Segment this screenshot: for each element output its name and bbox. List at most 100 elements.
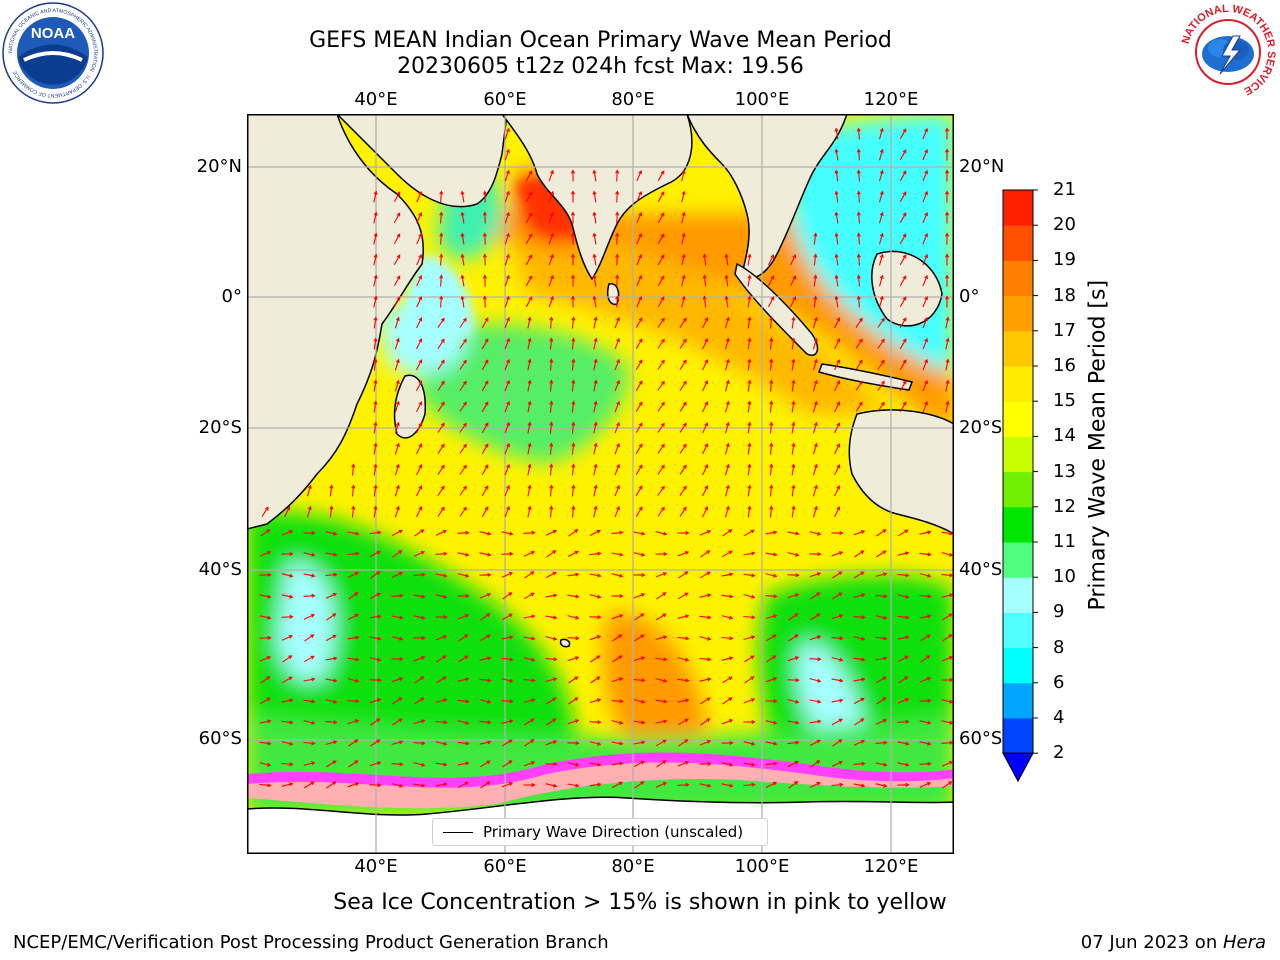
wave-arrow xyxy=(635,486,643,496)
wave-arrow-head xyxy=(856,127,861,132)
wave-arrow xyxy=(504,275,510,287)
wave-arrow xyxy=(897,552,909,556)
wave-arrow-head xyxy=(661,485,665,490)
wave-arrow xyxy=(611,573,623,577)
wave-arrow xyxy=(373,275,377,287)
wave-arrow xyxy=(703,275,707,287)
wave-arrow xyxy=(391,740,403,746)
wave-arrow-head xyxy=(724,253,729,258)
wave-arrow xyxy=(791,422,795,434)
wave-arrow xyxy=(593,275,597,287)
wave-arrow xyxy=(457,699,469,703)
wave-arrow-head xyxy=(927,761,932,766)
wave-arrow xyxy=(831,614,843,620)
wave-arrow-head xyxy=(682,506,687,511)
wave-arrow-head xyxy=(927,741,932,746)
wave-arrow xyxy=(768,275,774,287)
wave-arrow-head xyxy=(638,190,643,196)
wave-arrow xyxy=(858,128,860,140)
wave-arrow-head xyxy=(373,190,378,195)
wave-arrow xyxy=(657,339,665,349)
wave-arrow-head xyxy=(945,190,950,195)
wave-arrow-head xyxy=(463,464,467,469)
wave-arrow-head xyxy=(791,505,796,510)
wave-arrow-head xyxy=(682,443,687,448)
wave-arrow xyxy=(743,762,755,766)
wave-arrow xyxy=(593,422,597,434)
wave-arrow xyxy=(765,595,777,597)
wave-arrow-head xyxy=(791,358,796,363)
wave-arrow xyxy=(699,530,711,536)
wave-arrow-head xyxy=(465,720,470,725)
wave-arrow-head xyxy=(638,253,643,259)
wave-arrow-head xyxy=(638,338,643,343)
wave-arrow xyxy=(769,359,773,371)
wave-arrow xyxy=(394,464,400,476)
wave-arrow xyxy=(724,380,730,392)
wave-arrow xyxy=(769,401,773,413)
wave-arrow xyxy=(899,254,907,266)
wave-arrow xyxy=(525,170,533,182)
wave-arrow-head xyxy=(575,594,580,599)
wave-arrow xyxy=(787,761,799,767)
wave-arrow-head xyxy=(528,254,533,259)
wave-arrow xyxy=(549,443,553,455)
wave-arrow-head xyxy=(463,317,467,322)
wave-arrow xyxy=(458,634,468,642)
wave-arrow xyxy=(480,760,490,768)
wave-arrow xyxy=(548,275,554,287)
wave-arrow xyxy=(832,739,842,747)
wave-arrow-head xyxy=(616,358,620,364)
wave-arrow xyxy=(369,531,381,535)
wave-arrow xyxy=(612,634,622,642)
wave-arrow xyxy=(437,360,445,370)
wave-arrow xyxy=(325,657,337,661)
wave-arrow-head xyxy=(663,719,668,724)
wave-arrow-head xyxy=(729,572,734,577)
wave-arrow xyxy=(657,444,665,454)
wave-arrow-head xyxy=(570,295,575,300)
noaa-logo: NOAA NATIONAL OCEANIC AND ATMOSPHERIC AD… xyxy=(2,2,104,104)
wave-arrow-head xyxy=(506,463,510,469)
wave-arrow xyxy=(655,572,667,578)
wave-arrow xyxy=(898,676,908,684)
wave-arrow-head xyxy=(747,463,752,468)
wave-arrow xyxy=(326,613,336,621)
wave-arrow xyxy=(809,720,821,724)
wave-arrow xyxy=(919,531,931,535)
wave-arrow-head xyxy=(531,698,536,703)
wave-arrow-head xyxy=(747,505,752,510)
wave-arrow xyxy=(812,422,818,434)
wave-arrow-head xyxy=(902,275,907,280)
colorbar-segment xyxy=(1003,682,1033,719)
wave-arrow-head xyxy=(463,485,467,490)
wave-arrow xyxy=(677,551,689,557)
wave-arrow-head xyxy=(836,359,841,364)
wave-arrow xyxy=(373,506,377,518)
wave-arrow-head xyxy=(640,781,645,785)
wave-arrow xyxy=(393,233,401,245)
wave-arrow xyxy=(790,254,796,266)
wave-arrow xyxy=(657,191,665,203)
wave-arrow-head xyxy=(773,573,778,578)
wave-arrow xyxy=(325,531,337,535)
wave-arrow-head xyxy=(592,169,597,174)
wave-arrow xyxy=(394,359,400,371)
wave-arrow-head xyxy=(813,484,818,490)
wave-arrow xyxy=(459,381,467,391)
colorbar-tick-label: 16 xyxy=(1053,355,1076,376)
wave-arrow-head xyxy=(355,531,360,536)
wave-arrow xyxy=(922,296,928,308)
wave-arrow xyxy=(835,275,839,287)
wave-arrow-head xyxy=(704,505,709,511)
wave-arrow xyxy=(922,170,928,182)
wave-arrow-head xyxy=(289,762,294,767)
wave-arrow xyxy=(858,191,860,203)
wave-arrow xyxy=(373,317,377,329)
wave-arrow xyxy=(765,762,777,766)
wave-arrow xyxy=(809,572,821,578)
wave-arrow xyxy=(636,212,642,224)
wave-arrow xyxy=(831,637,843,639)
wave-arrow-head xyxy=(487,720,492,725)
wave-arrow-head xyxy=(421,783,426,788)
